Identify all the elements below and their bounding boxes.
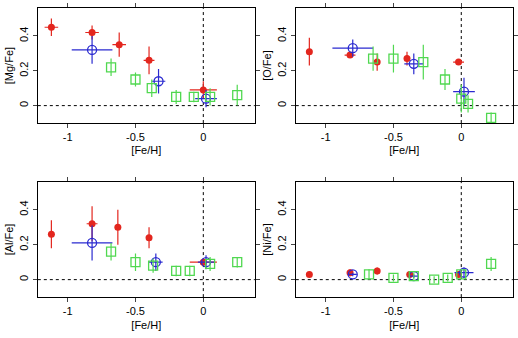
svg-text:[Ni/Fe]: [Ni/Fe]	[261, 223, 273, 255]
svg-text:0.2: 0.2	[276, 235, 288, 250]
svg-text:0: 0	[458, 305, 464, 317]
svg-text:[Fe/H]: [Fe/H]	[389, 319, 419, 331]
svg-text:0: 0	[18, 101, 30, 107]
svg-text:[Fe/H]: [Fe/H]	[131, 319, 161, 331]
svg-text:-1: -1	[63, 131, 73, 143]
svg-text:0: 0	[200, 305, 206, 317]
svg-text:0.2: 0.2	[276, 61, 288, 76]
svg-text:-0.5: -0.5	[126, 131, 145, 143]
svg-text:-1: -1	[63, 305, 73, 317]
svg-text:0.4: 0.4	[18, 200, 30, 215]
svg-text:-0.5: -0.5	[384, 131, 403, 143]
svg-text:0.4: 0.4	[276, 27, 288, 42]
svg-text:[O/Fe]: [O/Fe]	[261, 50, 273, 81]
svg-text:-1: -1	[321, 131, 331, 143]
svg-text:0.2: 0.2	[18, 61, 30, 76]
svg-text:0: 0	[276, 101, 288, 107]
svg-text:-0.5: -0.5	[126, 305, 145, 317]
svg-text:[Fe/H]: [Fe/H]	[389, 144, 419, 156]
svg-text:0: 0	[18, 275, 30, 281]
svg-text:0: 0	[200, 131, 206, 143]
svg-text:-0.5: -0.5	[384, 305, 403, 317]
svg-text:0.4: 0.4	[276, 200, 288, 215]
svg-text:[Fe/H]: [Fe/H]	[131, 144, 161, 156]
svg-text:[Mg/Fe]: [Mg/Fe]	[3, 47, 15, 84]
svg-text:0: 0	[458, 131, 464, 143]
svg-text:[Al/Fe]: [Al/Fe]	[3, 224, 15, 256]
svg-text:0.4: 0.4	[18, 27, 30, 42]
svg-text:0.2: 0.2	[18, 235, 30, 250]
svg-text:0: 0	[276, 275, 288, 281]
svg-text:-1: -1	[321, 305, 331, 317]
